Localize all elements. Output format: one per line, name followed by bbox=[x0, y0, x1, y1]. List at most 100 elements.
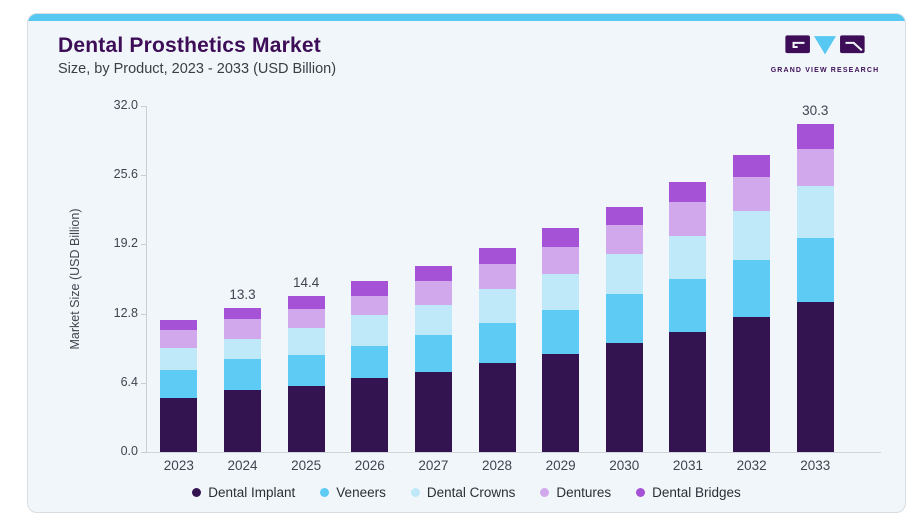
bars-area: 13.3 14.4 30.3 bbox=[147, 103, 847, 452]
bar-segment-2028-dental-crowns bbox=[478, 288, 516, 324]
legend-label: Dental Implant bbox=[208, 485, 296, 500]
x-tick-label-2030: 2030 bbox=[609, 458, 640, 473]
bar-group-2030 bbox=[592, 106, 656, 452]
page-subtitle: Size, by Product, 2023 - 2033 (USD Billi… bbox=[58, 61, 337, 77]
x-tick-label-2024: 2024 bbox=[227, 458, 258, 473]
bar-group-2029 bbox=[529, 106, 593, 452]
bar-segment-2023-dental-crowns bbox=[160, 348, 198, 370]
y-tick-label: 6.4 bbox=[120, 374, 138, 389]
bar-segment-2032-dentures bbox=[733, 177, 771, 211]
y-tick-mark bbox=[141, 244, 147, 246]
bar-segment-2024-veneers bbox=[223, 359, 261, 391]
bar-segment-2025-dental-crowns bbox=[287, 327, 325, 355]
y-tick-label: 32.0 bbox=[113, 98, 138, 112]
bar-segment-2033-veneers bbox=[796, 237, 834, 302]
bar-segment-2023-veneers bbox=[160, 369, 198, 398]
gvr-logo-icon bbox=[785, 35, 865, 55]
bar-segment-2027-dental-bridges bbox=[414, 266, 452, 282]
y-axis-title: Market Size (USD Billion) bbox=[68, 208, 82, 350]
bar-segment-2028-veneers bbox=[478, 323, 516, 364]
legend-item-veneers: Veneers bbox=[320, 485, 386, 500]
y-tick-mark bbox=[141, 175, 147, 177]
bar-group-2023 bbox=[147, 106, 211, 452]
y-tick-mark bbox=[141, 382, 147, 384]
bar-value-label-2025: 14.4 bbox=[292, 275, 320, 291]
legend-label: Veneers bbox=[336, 485, 386, 500]
bar-segment-2023-dentures bbox=[160, 329, 198, 349]
y-tick-mark bbox=[141, 452, 147, 453]
legend-item-dentures: Dentures bbox=[540, 485, 611, 500]
y-tick-mark bbox=[141, 106, 147, 107]
bar-segment-2029-dental-crowns bbox=[542, 273, 580, 311]
legend-dot-icon bbox=[192, 488, 202, 497]
x-tick-label-2029: 2029 bbox=[545, 458, 576, 473]
y-tick-label: 19.2 bbox=[113, 236, 138, 251]
bar-segment-2031-dentures bbox=[669, 202, 707, 236]
y-tick-label: 25.6 bbox=[113, 167, 138, 182]
bar-segment-2033-dental-crowns bbox=[796, 186, 834, 238]
bar-2027 bbox=[414, 266, 452, 452]
bar-2026 bbox=[351, 281, 389, 452]
bar-segment-2024-dental-implant bbox=[223, 390, 261, 452]
bar-group-2027 bbox=[402, 106, 466, 452]
bar-2033 bbox=[796, 124, 834, 452]
bar-segment-2030-dental-crowns bbox=[605, 254, 643, 295]
chart-card: Dental Prosthetics Market Size, by Produ… bbox=[27, 13, 906, 513]
bar-2024 bbox=[223, 308, 261, 452]
bar-2023 bbox=[160, 320, 198, 452]
bar-segment-2031-dental-crowns bbox=[669, 235, 707, 280]
x-tick-labels: 2023 2024 2025 2026 2027 2028 2029 2030 2031 2032… bbox=[147, 458, 847, 473]
bar-segment-2025-dentures bbox=[287, 309, 325, 328]
legend-item-dental-implant: Dental Implant bbox=[192, 485, 295, 500]
bar-segment-2027-dentures bbox=[414, 281, 452, 305]
bar-segment-2024-dentures bbox=[223, 319, 261, 339]
legend-label: Dentures bbox=[556, 485, 612, 500]
legend: Dental Implant Veneers Dental Crowns Dentur… bbox=[28, 485, 905, 500]
bar-segment-2031-dental-bridges bbox=[669, 181, 707, 203]
bar-segment-2033-dental-implant bbox=[796, 301, 834, 452]
bar-2029 bbox=[542, 228, 580, 452]
bar-group-2024: 13.3 bbox=[211, 106, 275, 452]
bar-segment-2028-dental-implant bbox=[478, 363, 516, 452]
bar-segment-2026-dental-bridges bbox=[351, 281, 389, 297]
x-tick-label-2033: 2033 bbox=[800, 458, 831, 473]
x-tick-label-2025: 2025 bbox=[291, 458, 322, 473]
x-tick-label-2031: 2031 bbox=[672, 458, 703, 473]
bar-segment-2023-dental-bridges bbox=[160, 320, 198, 330]
bar-segment-2025-veneers bbox=[287, 354, 325, 387]
top-accent-bar bbox=[28, 14, 905, 21]
x-tick-label-2028: 2028 bbox=[482, 458, 513, 473]
bar-segment-2026-dentures bbox=[351, 296, 389, 315]
bar-segment-2030-dental-bridges bbox=[605, 206, 643, 225]
x-tick-label-2023: 2023 bbox=[163, 458, 194, 473]
bar-segment-2027-veneers bbox=[414, 335, 452, 372]
bar-segment-2023-dental-implant bbox=[160, 397, 198, 452]
bar-2030 bbox=[605, 206, 643, 452]
y-axis-line bbox=[146, 106, 147, 453]
bar-segment-2028-dental-bridges bbox=[478, 247, 516, 264]
bar-segment-2029-dental-bridges bbox=[542, 228, 580, 247]
logo-text: GRAND VIEW RESEARCH bbox=[770, 67, 880, 74]
bar-segment-2032-veneers bbox=[733, 259, 771, 317]
y-tick-label: 0.0 bbox=[120, 444, 138, 458]
legend-dot-icon bbox=[410, 488, 420, 497]
y-tick-mark bbox=[141, 313, 147, 315]
bar-group-2033: 30.3 bbox=[783, 103, 847, 452]
bar-segment-2026-veneers bbox=[351, 346, 389, 379]
bar-segment-2031-veneers bbox=[669, 279, 707, 332]
bar-segment-2028-dentures bbox=[478, 263, 516, 289]
grand-view-research-logo: GRAND VIEW RESEARCH bbox=[765, 34, 885, 74]
bar-segment-2025-dental-implant bbox=[287, 386, 325, 452]
bar-segment-2032-dental-implant bbox=[733, 316, 771, 452]
x-tick-label-2027: 2027 bbox=[418, 458, 449, 473]
bar-segment-2025-dental-bridges bbox=[287, 296, 325, 310]
x-tick-label-2032: 2032 bbox=[736, 458, 767, 473]
legend-dot-icon bbox=[636, 488, 646, 497]
bar-2025 bbox=[287, 296, 325, 452]
bar-group-2031 bbox=[656, 106, 720, 452]
bar-segment-2024-dental-crowns bbox=[223, 338, 261, 360]
legend-dot-icon bbox=[320, 488, 330, 497]
bar-segment-2030-dental-implant bbox=[605, 342, 643, 452]
bar-segment-2027-dental-implant bbox=[414, 372, 452, 452]
